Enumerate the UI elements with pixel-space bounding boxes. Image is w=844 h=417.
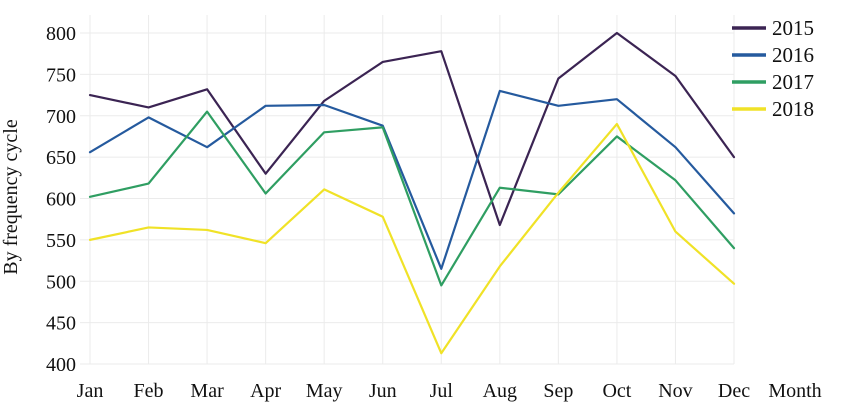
x-tick-label: Apr xyxy=(250,380,281,402)
x-tick-label: Dec xyxy=(718,380,750,402)
y-tick-label: 450 xyxy=(46,313,76,335)
y-tick-label: 800 xyxy=(46,23,76,45)
x-tick-label: Jul xyxy=(430,380,454,402)
series-layer xyxy=(88,31,736,355)
tick-layer: 400 450 500 550 600 650 700 750 800 Jan Feb Mar Apr M… xyxy=(46,23,750,402)
x-tick-label: May xyxy=(306,380,343,402)
x-tick-label: Feb xyxy=(134,380,164,402)
series-line-2015 xyxy=(88,31,736,227)
y-axis-title: By frequency cycle xyxy=(0,119,22,275)
y-tick-label: 750 xyxy=(46,64,76,86)
legend-label-2015: 2015 xyxy=(772,16,814,40)
x-tick-label: Mar xyxy=(190,380,224,402)
y-tick-label: 400 xyxy=(46,354,76,376)
y-tick-label: 500 xyxy=(46,271,76,293)
x-tick-label: Sep xyxy=(543,380,573,402)
legend-label-2018: 2018 xyxy=(772,97,814,121)
x-tick-label: Jun xyxy=(369,380,397,402)
series-line-2016 xyxy=(88,89,736,270)
grid-layer xyxy=(80,15,735,365)
x-axis-title: Month xyxy=(768,380,821,402)
x-tick-label: Nov xyxy=(658,380,692,402)
series-line-2018 xyxy=(88,122,736,355)
y-tick-label: 600 xyxy=(46,189,76,211)
y-tick-label: 550 xyxy=(46,230,76,252)
y-tick-label: 700 xyxy=(46,106,76,128)
legend: 2015 2016 2017 2018 xyxy=(732,16,814,121)
legend-label-2017: 2017 xyxy=(772,70,814,94)
legend-label-2016: 2016 xyxy=(772,43,814,67)
x-tick-label: Oct xyxy=(602,380,631,402)
x-tick-label: Aug xyxy=(483,380,517,402)
y-tick-label: 650 xyxy=(46,147,76,169)
x-tick-label: Jan xyxy=(77,380,104,402)
